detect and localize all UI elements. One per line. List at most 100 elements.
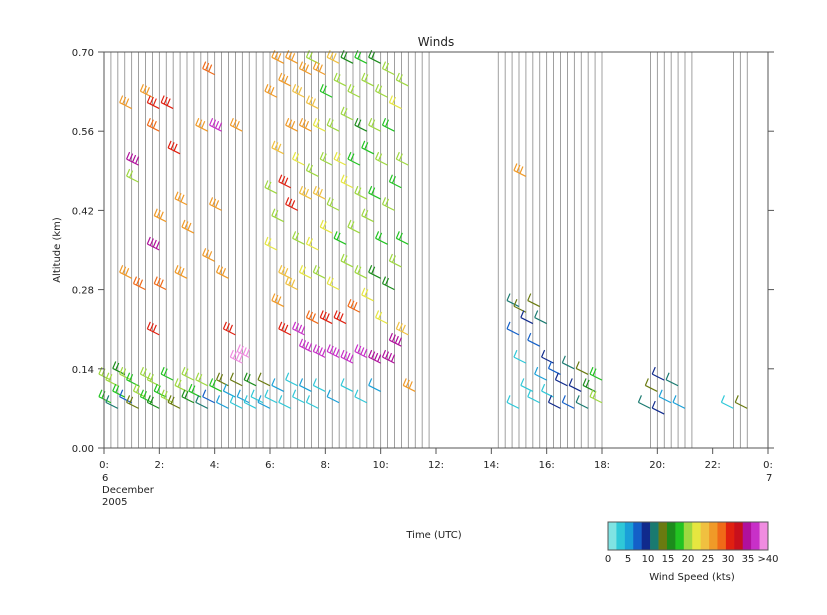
wind-barb: [720, 395, 734, 409]
x-tick-label: 20:: [649, 460, 665, 471]
wind-barb: [271, 140, 285, 155]
wind-barb: [305, 95, 319, 110]
colorbar-swatch: [608, 522, 617, 550]
wind-barb: [298, 185, 312, 200]
wind-barb: [361, 287, 375, 302]
wind-barb: [146, 236, 160, 251]
wind-barb: [381, 61, 395, 76]
x-tick-label: 0:: [763, 460, 773, 471]
wind-barb: [354, 344, 368, 359]
wind-barb: [160, 389, 174, 404]
y-tick-label: 0.14: [72, 365, 94, 376]
wind-barb: [561, 355, 575, 370]
wind-barb: [174, 378, 188, 392]
wind-barb: [575, 395, 589, 409]
wind-barb: [243, 372, 257, 387]
date-label: 6: [102, 473, 108, 484]
wind-barb: [298, 117, 312, 132]
wind-barb: [395, 231, 409, 245]
wind-barb: [375, 151, 388, 166]
wind-barb: [257, 372, 271, 387]
colorbar: 0 5 10 15 20 25 30 35 >40: [605, 521, 779, 565]
wind-barb: [132, 383, 146, 398]
wind-barb: [146, 372, 160, 387]
wind-barb: [139, 389, 153, 404]
wind-barb: [326, 117, 340, 132]
colorbar-swatch: [675, 522, 685, 550]
wind-barb: [326, 276, 340, 291]
colorbar-swatch: [683, 522, 693, 550]
colorbar-swatch: [742, 522, 752, 550]
wind-barb: [637, 395, 651, 409]
wind-barb: [222, 383, 236, 398]
wind-barb: [388, 332, 402, 347]
wind-barb: [575, 361, 589, 375]
wind-barb: [188, 383, 202, 398]
wind-barb: [271, 378, 285, 392]
wind-barb: [264, 84, 278, 98]
wind-barb: [195, 395, 209, 409]
wind-barb: [153, 383, 167, 398]
wind-barb: [181, 366, 195, 381]
wind-barb: [347, 219, 361, 234]
wind-barb: [520, 378, 534, 392]
wind-barb: [333, 231, 347, 245]
wind-barb: [527, 389, 541, 404]
x-tick-label: 14:: [483, 460, 499, 471]
wind-barb: [527, 293, 541, 308]
wind-barb: [312, 185, 326, 200]
colorbar-label: Wind Speed (kts): [649, 572, 735, 583]
colorbar-swatch: [725, 522, 735, 550]
wind-barb: [119, 389, 132, 404]
x-tick-label: 2:: [154, 460, 164, 471]
wind-barb: [229, 349, 243, 364]
wind-barb: [305, 395, 319, 409]
wind-barb: [368, 378, 381, 392]
wind-barb: [333, 310, 347, 325]
wind-barb: [734, 395, 748, 409]
wind-barb: [264, 236, 278, 251]
x-axis-label: Time (UTC): [405, 530, 461, 541]
y-tick-label: 0.70: [72, 48, 94, 59]
wind-barb: [333, 151, 347, 166]
wind-barb: [388, 174, 402, 189]
colorbar-tick-label: 15: [662, 554, 675, 565]
wind-barb: [658, 389, 672, 404]
wind-barb: [271, 293, 285, 308]
wind-barb: [278, 321, 292, 336]
wind-barb: [105, 372, 119, 387]
colorbar-swatch: [633, 522, 642, 550]
colorbar-tick-label: 25: [702, 554, 715, 565]
colorbar-swatch: [616, 522, 626, 550]
wind-barb: [285, 372, 298, 387]
wind-barb: [209, 117, 223, 132]
wind-barbs: [98, 50, 748, 415]
wind-barb: [292, 151, 305, 166]
wind-barb: [651, 400, 665, 415]
wind-barb: [554, 372, 568, 387]
wind-barb: [298, 265, 312, 279]
wind-barb: [534, 310, 547, 325]
y-tick-label: 0.28: [72, 286, 94, 297]
wind-barb: [126, 395, 139, 409]
wind-barb: [589, 366, 603, 381]
wind-barb: [395, 151, 409, 166]
wind-barb: [326, 344, 340, 359]
wind-barb: [547, 395, 561, 409]
wind-barb: [167, 395, 181, 409]
wind-barb: [126, 372, 139, 387]
wind-barb: [132, 276, 146, 291]
wind-barb: [285, 276, 298, 291]
y-axis-label: Altitude (km): [52, 217, 63, 283]
wind-barb: [236, 344, 250, 359]
wind-barb: [326, 197, 340, 211]
wind-barb: [568, 378, 582, 392]
date-label: 2005: [102, 497, 127, 508]
wind-barb: [285, 197, 298, 211]
wind-barb: [506, 293, 520, 308]
wind-barb: [298, 378, 312, 392]
wind-barb: [119, 366, 132, 381]
wind-barb: [174, 265, 188, 279]
